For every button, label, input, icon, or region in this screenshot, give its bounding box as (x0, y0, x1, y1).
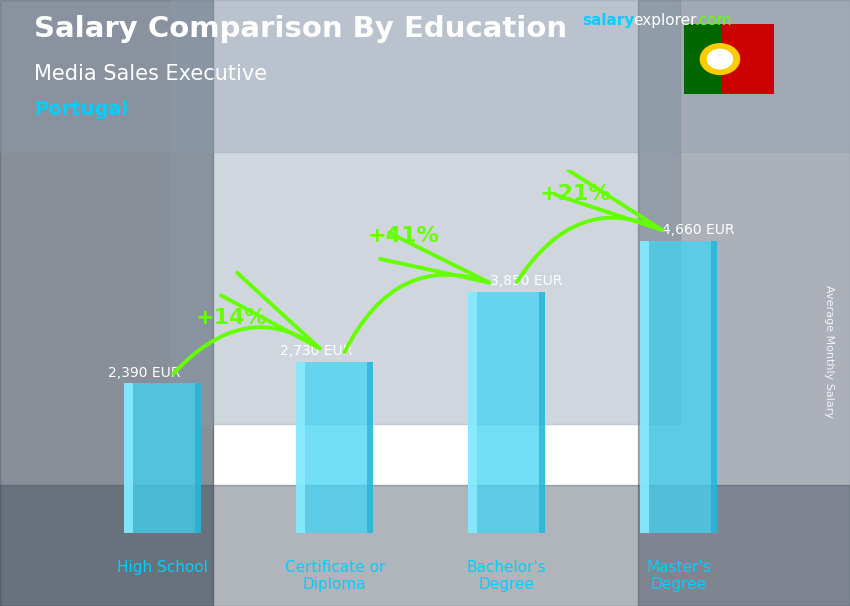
Text: Master's
Degree: Master's Degree (647, 559, 711, 592)
Text: explorer: explorer (633, 13, 697, 28)
Text: Salary Comparison By Education: Salary Comparison By Education (34, 15, 567, 43)
Bar (124, 384, 133, 533)
Text: +41%: +41% (367, 225, 439, 245)
Bar (539, 292, 546, 533)
Bar (0, 0, 212, 606)
Bar (638, 0, 850, 606)
Text: 2,390 EUR: 2,390 EUR (108, 365, 180, 380)
Bar (296, 362, 305, 533)
Bar (711, 241, 717, 533)
Text: Average Monthly Salary: Average Monthly Salary (824, 285, 834, 418)
Text: 3,850 EUR: 3,850 EUR (490, 274, 562, 288)
Text: High School: High School (117, 559, 208, 574)
Bar (367, 362, 373, 533)
Bar (468, 292, 478, 533)
Text: Bachelor's
Degree: Bachelor's Degree (467, 559, 547, 592)
Text: Certificate or
Diploma: Certificate or Diploma (285, 559, 385, 592)
Bar (124, 384, 201, 533)
Text: Portugal: Portugal (34, 100, 128, 119)
FancyArrowPatch shape (173, 273, 320, 374)
Circle shape (700, 44, 740, 75)
Text: salary: salary (582, 13, 635, 28)
Bar (468, 292, 546, 533)
Bar (296, 362, 373, 533)
Text: 4,660 EUR: 4,660 EUR (661, 224, 734, 238)
Bar (196, 384, 201, 533)
Bar (640, 241, 717, 533)
Circle shape (707, 49, 733, 69)
Bar (170, 0, 680, 424)
Text: .com: .com (694, 13, 732, 28)
Bar (684, 24, 720, 94)
Text: Media Sales Executive: Media Sales Executive (34, 64, 267, 84)
Bar (0, 0, 850, 152)
Text: +14%: +14% (196, 308, 268, 328)
Bar (0, 485, 850, 606)
Text: 2,730 EUR: 2,730 EUR (280, 344, 352, 358)
FancyArrowPatch shape (517, 170, 662, 282)
FancyArrowPatch shape (344, 233, 490, 352)
Bar (640, 241, 649, 533)
Text: +21%: +21% (540, 184, 611, 204)
